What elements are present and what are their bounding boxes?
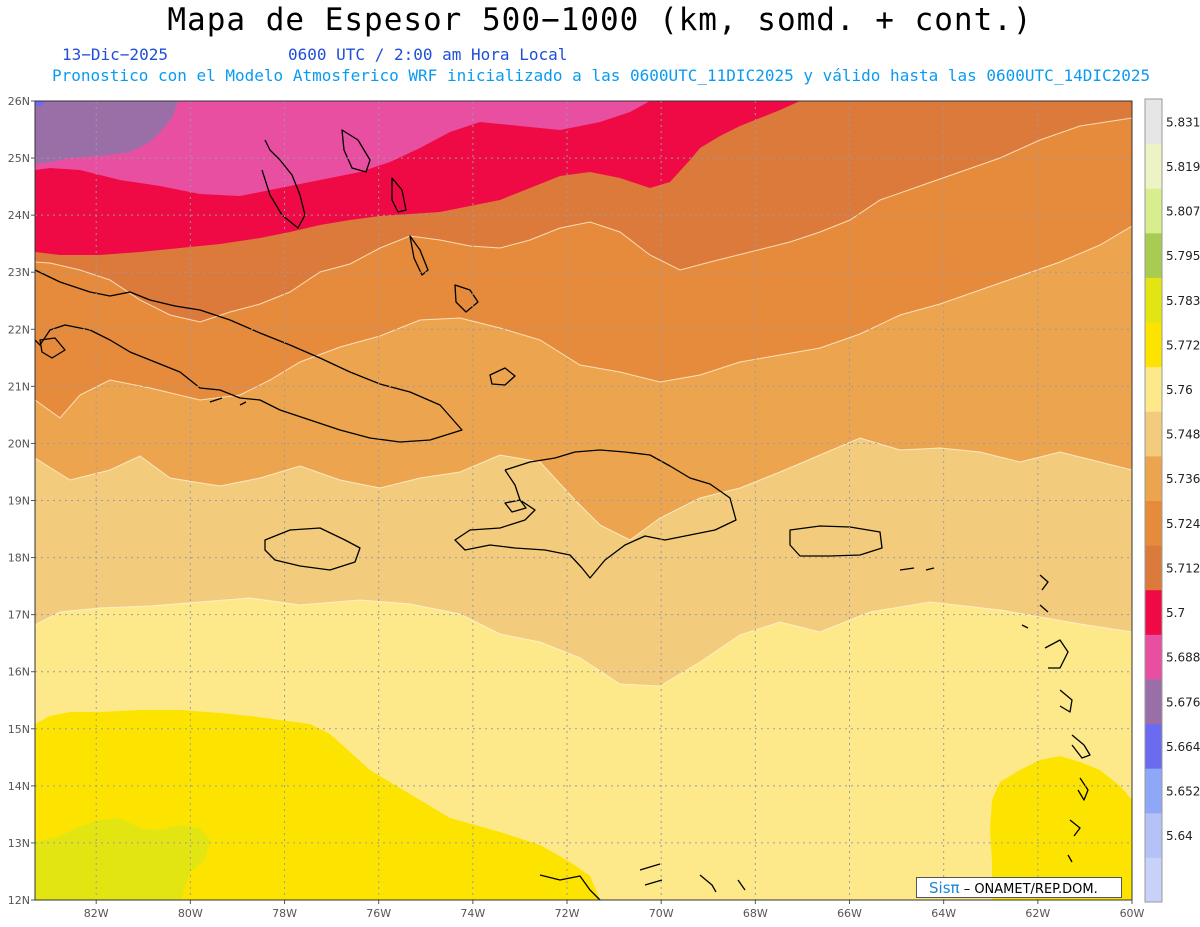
lon-label: 62W [1025, 907, 1050, 920]
bahamas-andros [341, 129, 371, 173]
colorbar-swatch [1145, 143, 1162, 189]
colorbar-label: 5.748 [1166, 428, 1200, 442]
colorbar-swatch [1145, 723, 1162, 769]
lat-label: 17N [8, 609, 30, 622]
lat-label: 20N [8, 437, 30, 450]
lat-label: 13N [8, 837, 30, 850]
bahamas-eleuthera [391, 177, 407, 213]
colorbar-label: 5.819 [1166, 160, 1200, 174]
band-5.772-east [990, 756, 1132, 900]
sispi-logo: Sisπ [929, 879, 960, 897]
credit-box: Sisπ – ONAMET/REP.DOM. [916, 877, 1122, 898]
colorbar-swatch [1145, 812, 1162, 858]
florida-coast [261, 139, 306, 229]
colorbar-label: 5.772 [1166, 338, 1200, 352]
virgin-islands [899, 567, 935, 571]
lon-label: 76W [366, 907, 391, 920]
colorbar-swatch [1145, 634, 1162, 680]
colorbar-label: 5.807 [1166, 205, 1200, 219]
colorbar-label: 5.795 [1166, 249, 1200, 263]
colorbar-label: 5.831 [1166, 115, 1200, 129]
lat-label: 14N [8, 780, 30, 793]
lat-label: 21N [8, 380, 30, 393]
colorbar-swatch [1145, 589, 1162, 635]
lat-label: 25N [8, 152, 30, 165]
colorbar-label: 5.652 [1166, 784, 1200, 798]
colorbar-label: 5.736 [1166, 472, 1200, 486]
puerto-rico-coast [789, 525, 883, 557]
lat-label: 26N [8, 95, 30, 108]
band-5.664 [35, 101, 46, 106]
colorbar-label: 5.7 [1166, 606, 1185, 620]
lat-label: 22N [8, 323, 30, 336]
map-title: Mapa de Espesor 500−1000 (km, somd. + co… [167, 2, 1033, 38]
colorbar-swatch [1145, 455, 1162, 501]
graticule [35, 101, 1132, 900]
lon-label: 60W [1120, 907, 1145, 920]
cayman [209, 397, 247, 406]
colorbar-swatch [1145, 322, 1162, 368]
colorbar-label: 5.783 [1166, 294, 1200, 308]
colorbar-label: 5.688 [1166, 651, 1200, 665]
color-scale: 5.64 5.652 5.664 5.676 5.688 5.7 5.712 5.724 5.7… [1144, 98, 1200, 903]
colorbar-swatch [1145, 411, 1162, 457]
lat-label: 15N [8, 723, 30, 736]
colorbar-swatch [1145, 232, 1162, 278]
colorbar-swatch [1145, 768, 1162, 814]
forecast-time: 0600 UTC / 2:00 am Hora Local [288, 45, 568, 64]
lat-label: 16N [8, 666, 30, 679]
band-5.783-south [35, 818, 210, 900]
model-run-info: Pronostico con el Modelo Atmosferico WRF… [52, 66, 1151, 85]
colorbar-label: 5.712 [1166, 561, 1200, 575]
contour-lines [35, 117, 1132, 687]
lat-label: 19N [8, 495, 30, 508]
longitude-labels: 82W 80W 78W 76W 74W 72W 70W 68W 66W 64W 62W 60W [84, 900, 1145, 920]
lat-label: 23N [8, 266, 30, 279]
lon-label: 70W [649, 907, 674, 920]
latitude-labels: 26N 25N 24N 23N 22N 21N 20N 19N 18N 17N 16N 15N 14N 1… [8, 95, 35, 907]
lon-label: 74W [460, 907, 485, 920]
lat-label: 18N [8, 552, 30, 565]
lon-label: 80W [178, 907, 203, 920]
lat-label: 24N [8, 209, 30, 222]
isla-juventud [39, 337, 66, 359]
colorbar-frame [1144, 98, 1163, 903]
lesser-antilles [1021, 574, 1091, 863]
south-america-coast [539, 863, 746, 900]
cuba-coast [35, 269, 463, 443]
band-5.676 [35, 101, 178, 164]
band-5.688 [35, 101, 650, 196]
coastlines [35, 129, 1091, 900]
colorbar-label: 5.676 [1166, 695, 1200, 709]
colorbar-swatch [1145, 366, 1162, 412]
forecast-date: 13−Dic−2025 [62, 45, 168, 64]
hispaniola-coast [454, 449, 737, 579]
lon-label: 66W [837, 907, 862, 920]
colorbar-swatch [1145, 188, 1162, 234]
colorbar-swatch [1145, 678, 1162, 725]
colorbar-swatch [1145, 99, 1162, 145]
colorbar-swatch [1145, 857, 1162, 903]
lon-label: 72W [555, 907, 580, 920]
colorbar-label: 5.724 [1166, 517, 1200, 531]
jamaica-coast [264, 527, 361, 571]
bahamas-inagua [454, 284, 479, 313]
turks-caicos [489, 367, 516, 386]
lon-label: 82W [84, 907, 109, 920]
colorbar-swatch [1145, 500, 1162, 546]
lon-label: 68W [743, 907, 768, 920]
credit-org: – ONAMET/REP.DOM. [963, 882, 1098, 897]
colorbar-swatch [1145, 545, 1162, 591]
lon-label: 64W [931, 907, 956, 920]
colorbar-label: 5.664 [1166, 740, 1200, 754]
lon-label: 78W [272, 907, 297, 920]
lat-label: 12N [8, 894, 30, 907]
colorbar-label: 5.64 [1166, 829, 1193, 843]
colorbar-label: 5.76 [1166, 383, 1193, 397]
colorbar-swatch [1145, 277, 1162, 323]
